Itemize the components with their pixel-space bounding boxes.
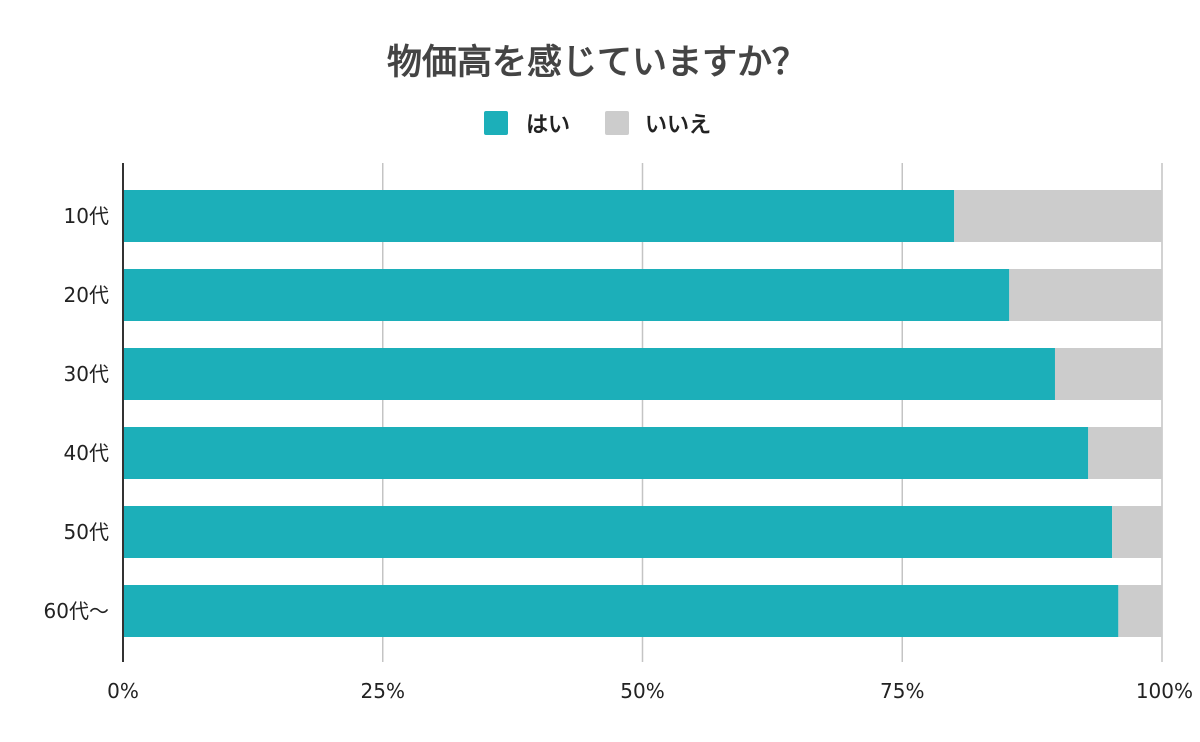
y-tick-label-4: 40代 xyxy=(64,441,109,465)
bar-no-4 xyxy=(1088,427,1162,479)
y-tick-label-3: 30代 xyxy=(64,362,109,386)
bar-yes-1 xyxy=(123,190,955,242)
legend-swatch-2 xyxy=(605,111,629,135)
x-tick-label-25: 25% xyxy=(361,679,405,703)
y-tick-label-6: 60代〜 xyxy=(44,599,109,623)
y-axis: 10代 20代 30代 40代 50代 60代〜 xyxy=(44,163,124,662)
gridlines xyxy=(382,163,1163,662)
x-tick-label-75: 75% xyxy=(880,679,924,703)
bar-no-2 xyxy=(1009,269,1162,321)
bar-yes-6 xyxy=(123,585,1119,637)
y-tick-label-1: 10代 xyxy=(64,204,109,228)
y-tick-label-5: 50代 xyxy=(64,520,109,544)
bar-yes-3 xyxy=(123,348,1055,400)
x-tick-label-50: 50% xyxy=(620,679,664,703)
legend: はい いいえ xyxy=(484,111,711,138)
bar-yes-2 xyxy=(123,269,1010,321)
x-axis: 0% 25% 50% 75% 100% xyxy=(107,679,1193,703)
bar-no-1 xyxy=(954,190,1162,242)
x-tick-label-100: 100% xyxy=(1136,679,1193,703)
legend-label-2: いいえ xyxy=(645,113,711,138)
x-tick-label-0: 0% xyxy=(107,679,139,703)
legend-swatch-1 xyxy=(484,111,508,135)
bar-no-6 xyxy=(1118,585,1162,637)
bar-no-3 xyxy=(1054,348,1162,400)
bar-yes-4 xyxy=(123,427,1089,479)
chart-title: 物価高を感じていますか？ xyxy=(387,43,807,83)
y-tick-label-2: 20代 xyxy=(64,283,109,307)
bars xyxy=(123,190,1162,637)
bar-yes-5 xyxy=(123,506,1113,558)
legend-label-1: はい xyxy=(526,113,570,138)
bar-no-5 xyxy=(1112,506,1162,558)
